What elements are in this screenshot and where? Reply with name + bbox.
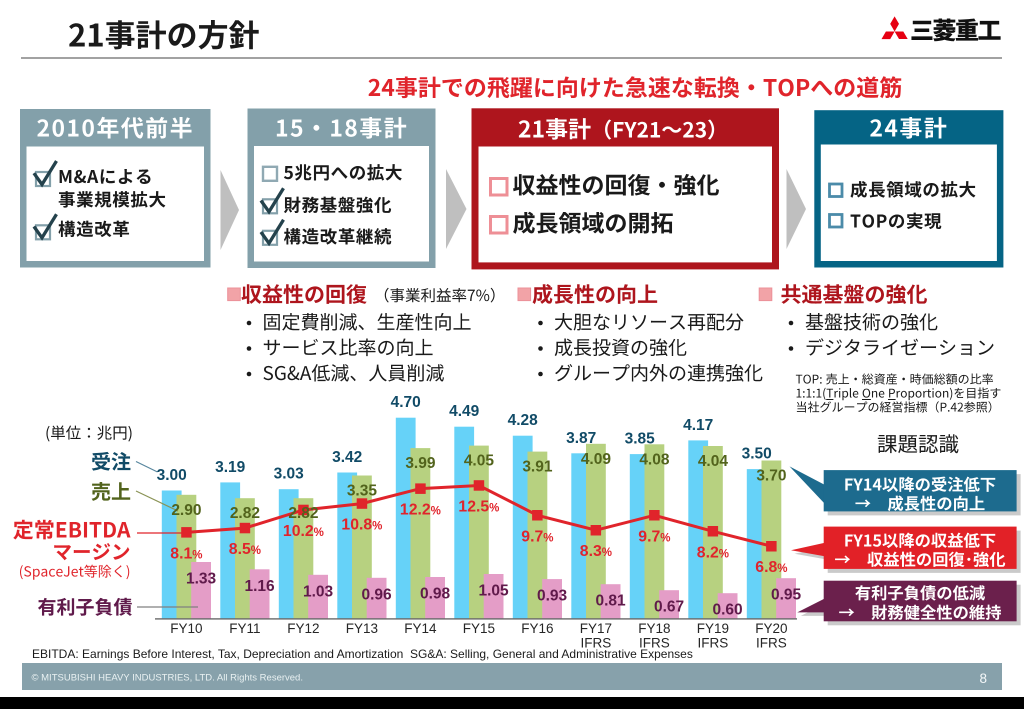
svg-text:1.05: 1.05 (479, 583, 510, 600)
svg-text:FY15: FY15 (463, 621, 495, 636)
svg-text:3.91: 3.91 (522, 459, 553, 476)
svg-text:0.95: 0.95 (771, 587, 802, 604)
svg-text:FY20: FY20 (755, 621, 787, 636)
svg-text:4.49: 4.49 (449, 403, 480, 420)
svg-text:4.17: 4.17 (683, 417, 713, 434)
svg-text:12.2%: 12.2% (400, 502, 441, 519)
svg-text:SG&A: Selling, General and Adm: SG&A: Selling, General and Administrativ… (410, 647, 693, 661)
svg-text:0.67: 0.67 (654, 599, 684, 616)
svg-text:1.33: 1.33 (186, 571, 217, 588)
svg-text:3.70: 3.70 (756, 468, 786, 485)
svg-text:4.09: 4.09 (581, 451, 612, 468)
svg-text:IFRS: IFRS (756, 636, 787, 651)
svg-text:10.2%: 10.2% (283, 523, 324, 540)
svg-text:3.00: 3.00 (157, 467, 187, 484)
svg-text:1.03: 1.03 (303, 583, 334, 600)
svg-text:3.35: 3.35 (347, 483, 378, 500)
svg-text:FY12: FY12 (287, 621, 319, 636)
svg-text:9.7%: 9.7% (638, 528, 670, 545)
svg-text:FY11: FY11 (229, 621, 260, 636)
svg-text:9.7%: 9.7% (521, 528, 553, 545)
svg-text:0.93: 0.93 (537, 588, 568, 605)
svg-text:0.96: 0.96 (362, 586, 393, 603)
svg-text:8.3%: 8.3% (580, 543, 612, 560)
svg-text:FY19: FY19 (697, 621, 729, 636)
svg-text:2.82: 2.82 (230, 505, 260, 522)
svg-text:0.98: 0.98 (420, 586, 451, 603)
svg-text:12.5%: 12.5% (458, 499, 499, 516)
svg-text:3.85: 3.85 (625, 431, 656, 448)
svg-text:4.04: 4.04 (698, 453, 729, 470)
svg-text:FY16: FY16 (521, 621, 553, 636)
svg-text:8.2%: 8.2% (697, 544, 729, 561)
svg-text:6.8%: 6.8% (755, 559, 787, 576)
svg-text:3.19: 3.19 (215, 459, 246, 476)
svg-text:IFRS: IFRS (698, 636, 729, 651)
svg-text:FY10: FY10 (170, 621, 202, 636)
svg-text:4.08: 4.08 (639, 451, 670, 468)
svg-text:FY13: FY13 (346, 621, 378, 636)
svg-text:2.90: 2.90 (171, 502, 201, 519)
svg-text:4.05: 4.05 (464, 453, 495, 470)
svg-text:© MITSUBISHI HEAVY INDUSTRIES,: © MITSUBISHI HEAVY INDUSTRIES, LTD. All … (32, 673, 303, 684)
svg-text:8.1%: 8.1% (170, 545, 202, 562)
svg-text:IFRS: IFRS (639, 636, 670, 651)
svg-text:3.99: 3.99 (405, 455, 436, 472)
svg-text:8: 8 (979, 671, 987, 686)
svg-text:3.87: 3.87 (566, 430, 596, 447)
svg-text:4.28: 4.28 (508, 412, 539, 429)
svg-text:4.70: 4.70 (391, 394, 421, 411)
svg-text:IFRS: IFRS (581, 636, 612, 651)
svg-text:10.8%: 10.8% (341, 517, 382, 534)
svg-text:0.81: 0.81 (596, 593, 627, 610)
svg-text:FY18: FY18 (638, 621, 670, 636)
svg-text:3.42: 3.42 (332, 449, 362, 466)
svg-text:3.03: 3.03 (274, 466, 305, 483)
svg-text:FY14: FY14 (404, 621, 437, 636)
svg-text:EBITDA: Earnings Before Intere: EBITDA: Earnings Before Interest, Tax, D… (32, 647, 403, 661)
svg-text:3.50: 3.50 (742, 446, 772, 463)
svg-text:FY17: FY17 (580, 621, 612, 636)
svg-text:0.60: 0.60 (713, 602, 743, 619)
svg-text:8.5%: 8.5% (229, 541, 261, 558)
svg-text:2.82: 2.82 (288, 505, 318, 522)
svg-text:1.16: 1.16 (245, 578, 276, 595)
